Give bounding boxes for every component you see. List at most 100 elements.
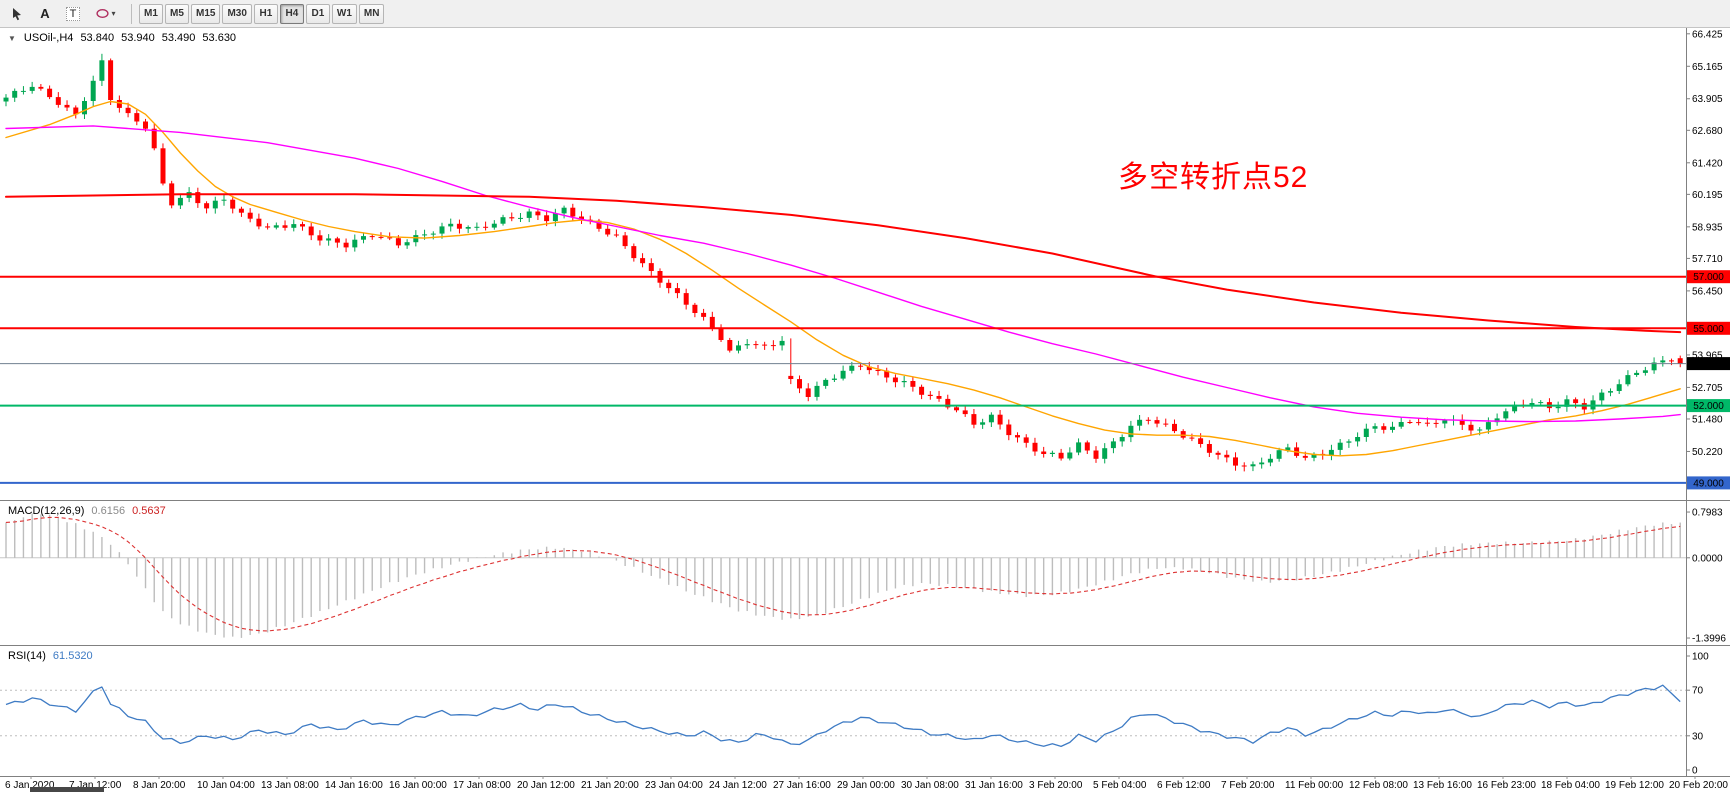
timeframe-button-m15[interactable]: M15 <box>191 3 221 24</box>
chart-canvas[interactable]: 66.425 65.165 63.905 62.680 61.420 60.195 58.9… <box>0 28 1730 793</box>
text-box-tool-button[interactable]: T <box>60 3 86 25</box>
timeframe-button-w1[interactable]: W1 <box>331 3 357 24</box>
svg-text:50.220: 50.220 <box>1692 447 1723 458</box>
svg-text:30: 30 <box>1692 731 1704 742</box>
svg-text:60.195: 60.195 <box>1692 190 1723 201</box>
macd-name: MACD(12,26,9) <box>8 505 85 517</box>
timeframe-button-h1[interactable]: H1 <box>253 3 278 24</box>
timeframe-button-m1[interactable]: M1 <box>139 3 163 24</box>
text-t-icon: T <box>65 6 81 21</box>
macd-scale-labels: 0.7983 0.0000 -1.3996 <box>1686 508 1726 645</box>
svg-text:6 Feb 12:00: 6 Feb 12:00 <box>1157 780 1211 791</box>
svg-text:51.480: 51.480 <box>1692 414 1723 425</box>
price-line-chips: 57.000 55.000 53.630 52.000 49.000 <box>1687 270 1730 490</box>
macd-signal-value: 0.5637 <box>132 505 166 517</box>
toolbar-separator <box>131 3 132 24</box>
svg-text:58.935: 58.935 <box>1692 222 1723 233</box>
svg-text:53.965: 53.965 <box>1692 350 1723 361</box>
current-price-label <box>1687 357 1730 371</box>
svg-text:17 Jan 08:00: 17 Jan 08:00 <box>453 780 511 791</box>
toolbar: A T ▾ M1 M5 M15 M30 H1 H4 D1 W1 MN <box>0 0 1730 28</box>
svg-text:55.000: 55.000 <box>1693 324 1724 335</box>
svg-text:49.000: 49.000 <box>1693 478 1724 489</box>
svg-text:53.630: 53.630 <box>1693 359 1724 370</box>
svg-text:30 Jan 08:00: 30 Jan 08:00 <box>901 780 959 791</box>
svg-text:6 Jan 2020: 6 Jan 2020 <box>5 780 55 791</box>
macd-indicator-label: MACD(12,26,9) 0.6156 0.5637 <box>8 505 166 517</box>
dropdown-caret-icon: ▾ <box>111 9 116 18</box>
svg-text:0.0000: 0.0000 <box>1692 553 1723 564</box>
svg-text:0: 0 <box>1692 766 1698 777</box>
timeframe-button-mn[interactable]: MN <box>358 3 385 24</box>
svg-text:100: 100 <box>1692 652 1709 663</box>
svg-text:52.705: 52.705 <box>1692 383 1723 394</box>
cursor-tool-button[interactable] <box>4 3 30 25</box>
rsi-indicator-label: RSI(14) 61.5320 <box>8 650 93 662</box>
chart-annotation-text[interactable]: 多空转折点52 <box>1118 161 1309 194</box>
price-label-49.000 <box>1687 476 1730 490</box>
timeframe-group: M1 M5 M15 M30 H1 H4 D1 W1 MN <box>138 3 385 24</box>
timeframe-button-m30[interactable]: M30 <box>222 3 252 24</box>
ohlc-low: 53.490 <box>161 32 196 44</box>
ohlc-open: 53.840 <box>80 32 115 44</box>
svg-text:14 Jan 16:00: 14 Jan 16:00 <box>325 780 383 791</box>
symbol-period-label: USOil-,H4 <box>23 32 74 44</box>
svg-text:0.7983: 0.7983 <box>1692 508 1723 519</box>
horizontal-scrollbar-thumb[interactable] <box>30 787 104 792</box>
panel-divider-chart-macd[interactable] <box>0 498 1730 503</box>
svg-text:-1.3996: -1.3996 <box>1692 634 1726 645</box>
panel-separators <box>0 28 1730 777</box>
timeframe-button-h4[interactable]: H4 <box>279 3 304 24</box>
chart-area: 66.425 65.165 63.905 62.680 61.420 60.195 58.9… <box>0 28 1730 793</box>
svg-text:27 Jan 16:00: 27 Jan 16:00 <box>773 780 831 791</box>
text-a-icon: A <box>40 6 50 21</box>
ohlc-high: 53.940 <box>121 32 155 44</box>
svg-text:57.710: 57.710 <box>1692 254 1723 265</box>
svg-text:63.905: 63.905 <box>1692 94 1723 105</box>
svg-text:65.165: 65.165 <box>1692 62 1723 73</box>
svg-text:13 Feb 16:00: 13 Feb 16:00 <box>1413 780 1472 791</box>
timeframe-button-m5[interactable]: M5 <box>165 3 189 24</box>
svg-text:21 Jan 20:00: 21 Jan 20:00 <box>581 780 639 791</box>
medium-ma-line <box>5 125 1681 423</box>
price-label-52.000 <box>1687 399 1730 413</box>
svg-text:62.680: 62.680 <box>1692 126 1723 137</box>
rsi-scale-labels: 100 70 30 0 <box>1686 652 1709 777</box>
horizontal-price-lines[interactable] <box>0 275 1686 484</box>
slow-ma-line <box>5 193 1682 334</box>
svg-text:5 Feb 04:00: 5 Feb 04:00 <box>1093 780 1147 791</box>
macd-signal-line <box>5 516 1681 632</box>
svg-text:16 Feb 23:00: 16 Feb 23:00 <box>1477 780 1536 791</box>
svg-text:70: 70 <box>1692 686 1704 697</box>
panel-divider-macd-rsi[interactable] <box>0 643 1730 648</box>
shapes-tool-button[interactable]: ▾ <box>88 3 124 25</box>
text-label-tool-button[interactable]: A <box>32 3 58 25</box>
svg-text:61.420: 61.420 <box>1692 158 1723 169</box>
svg-text:66.425: 66.425 <box>1692 29 1723 40</box>
rsi-line <box>5 684 1681 748</box>
chart-symbol-label: ▼ USOil-,H4 53.840 53.940 53.490 53.630 <box>8 32 236 44</box>
macd-main-value: 0.6156 <box>91 505 126 517</box>
price-scale-labels: 66.425 65.165 63.905 62.680 61.420 60.195 58.9… <box>1686 29 1723 458</box>
svg-text:7 Feb 20:00: 7 Feb 20:00 <box>1221 780 1275 791</box>
svg-text:16 Jan 00:00: 16 Jan 00:00 <box>389 780 447 791</box>
svg-text:7 Jan 12:00: 7 Jan 12:00 <box>69 780 122 791</box>
svg-text:29 Jan 00:00: 29 Jan 00:00 <box>837 780 895 791</box>
svg-text:12 Feb 08:00: 12 Feb 08:00 <box>1349 780 1408 791</box>
timeframe-button-d1[interactable]: D1 <box>305 3 330 24</box>
svg-text:10 Jan 04:00: 10 Jan 04:00 <box>197 780 255 791</box>
svg-text:23 Jan 04:00: 23 Jan 04:00 <box>645 780 703 791</box>
svg-text:31 Jan 16:00: 31 Jan 16:00 <box>965 780 1023 791</box>
collapse-triangle-icon[interactable]: ▼ <box>8 33 16 43</box>
svg-text:56.450: 56.450 <box>1692 286 1723 297</box>
svg-text:19 Feb 12:00: 19 Feb 12:00 <box>1605 780 1664 791</box>
chart-background <box>0 28 1730 793</box>
svg-text:8 Jan 20:00: 8 Jan 20:00 <box>133 780 186 791</box>
cursor-icon <box>13 7 21 20</box>
price-label-55.000 <box>1687 321 1730 335</box>
svg-text:11 Feb 00:00: 11 Feb 00:00 <box>1285 780 1344 791</box>
svg-text:57.000: 57.000 <box>1693 272 1724 283</box>
rsi-value: 61.5320 <box>52 650 93 662</box>
svg-text:18 Feb 04:00: 18 Feb 04:00 <box>1541 780 1600 791</box>
